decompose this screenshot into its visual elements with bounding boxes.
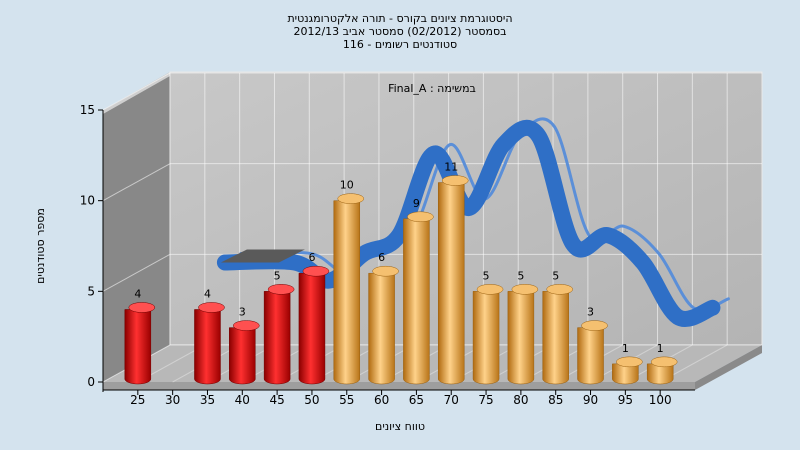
x-tick-label: 75 xyxy=(478,393,493,407)
left-wall xyxy=(103,72,170,382)
bar-85: 5 xyxy=(542,269,573,385)
chart-title-line-2: בסמסטר (02/2012) סמסטר אביב 2012/13 xyxy=(293,25,506,38)
bar-top xyxy=(476,284,504,295)
bar-body xyxy=(472,291,500,385)
bar-top xyxy=(267,284,295,295)
bar-80: 5 xyxy=(507,269,539,385)
bar-50: 6 xyxy=(298,251,330,385)
bar-body xyxy=(263,291,291,385)
bar-value-label: 5 xyxy=(517,269,524,282)
x-tick-label: 45 xyxy=(269,393,284,407)
bar-value-label: 1 xyxy=(622,342,629,355)
bar-top xyxy=(337,193,365,204)
bar-65: 9 xyxy=(403,197,434,385)
bar-body xyxy=(194,309,221,385)
x-tick-label: 25 xyxy=(130,393,145,407)
bar-100: 1 xyxy=(646,342,678,385)
x-tick-label: 70 xyxy=(444,393,459,407)
bar-95: 1 xyxy=(612,342,643,385)
bar-45: 5 xyxy=(263,269,295,385)
x-tick-label: 50 xyxy=(304,393,319,407)
bar-70: 11 xyxy=(437,161,469,385)
x-tick-label: 85 xyxy=(548,393,563,407)
y-tick-label: 15 xyxy=(80,103,95,117)
x-tick-label: 60 xyxy=(374,393,389,407)
bar-top xyxy=(650,356,678,368)
bar-60: 6 xyxy=(368,251,399,385)
bar-top xyxy=(372,265,399,277)
curve-start-plate xyxy=(220,249,305,263)
bar-top xyxy=(511,284,539,295)
bar-top xyxy=(302,265,330,277)
y-grid-side xyxy=(102,253,171,292)
x-tick-label: 40 xyxy=(235,393,250,407)
bar-top xyxy=(233,320,260,331)
bar-value-label: 4 xyxy=(134,287,141,300)
bar-body xyxy=(368,272,395,385)
bar-top xyxy=(616,356,643,368)
bar-top xyxy=(198,302,225,313)
bar-90: 3 xyxy=(577,306,608,385)
bar-top xyxy=(581,320,608,331)
bar-body xyxy=(298,272,326,385)
series-label: Final_A : במשימה xyxy=(388,82,476,95)
bar-value-label: 1 xyxy=(657,342,664,355)
bar-value-label: 9 xyxy=(413,197,420,210)
bar-top xyxy=(407,211,434,223)
x-tick-label: 100 xyxy=(649,393,672,407)
bar-body xyxy=(403,218,430,385)
bar-value-label: 11 xyxy=(444,161,458,174)
y-grid-side xyxy=(102,72,171,111)
bar-body xyxy=(646,363,674,385)
bar-value-label: 10 xyxy=(340,179,354,192)
x-tick-label: 30 xyxy=(165,393,180,407)
x-tick-label: 35 xyxy=(200,393,215,407)
bar-value-label: 3 xyxy=(587,306,594,319)
bar-top xyxy=(441,175,469,186)
bar-35: 4 xyxy=(194,287,225,385)
bar-value-label: 6 xyxy=(308,251,315,264)
x-tick-label: 80 xyxy=(513,393,528,407)
bar-body xyxy=(437,182,465,385)
bar-body xyxy=(333,200,361,385)
bar-value-label: 5 xyxy=(274,269,281,282)
chart-title-line-1: היסטוגרמת ציונים בקורס - תורה אלקטרומגנט… xyxy=(287,12,512,25)
y-tick-label: 0 xyxy=(87,375,95,389)
bar-body xyxy=(229,327,256,385)
bar-body xyxy=(542,291,569,385)
x-tick-label: 90 xyxy=(583,393,598,407)
y-tick-label: 10 xyxy=(80,194,95,208)
bar-55: 10 xyxy=(333,179,365,385)
x-axis-label: טווח ציונים xyxy=(375,420,425,433)
bar-value-label: 5 xyxy=(552,269,559,282)
bar-body xyxy=(577,327,604,385)
bar-body xyxy=(124,309,152,385)
bar-25: 4 xyxy=(124,287,156,385)
bar-value-label: 3 xyxy=(239,306,246,319)
y-tick-label: 5 xyxy=(87,284,95,298)
bar-body xyxy=(612,363,639,385)
x-tick-label: 55 xyxy=(339,393,354,407)
chart-title-line-3: סטודנטים רשומים - 116 xyxy=(343,38,457,51)
floor-right-edge xyxy=(695,345,762,390)
bar-value-label: 6 xyxy=(378,251,385,264)
y-grid-side xyxy=(102,163,171,202)
bar-top xyxy=(128,302,156,313)
bar-value-label: 5 xyxy=(483,269,490,282)
y-axis-label: מספר סטודנטים xyxy=(34,208,47,284)
bar-top xyxy=(546,284,573,295)
floor-front-edge xyxy=(103,382,695,390)
bar-body xyxy=(507,291,535,385)
bar-40: 3 xyxy=(229,306,260,385)
bar-value-label: 4 xyxy=(204,287,211,300)
bar-75: 5 xyxy=(472,269,504,385)
x-tick-label: 95 xyxy=(618,393,633,407)
x-tick-label: 65 xyxy=(409,393,424,407)
